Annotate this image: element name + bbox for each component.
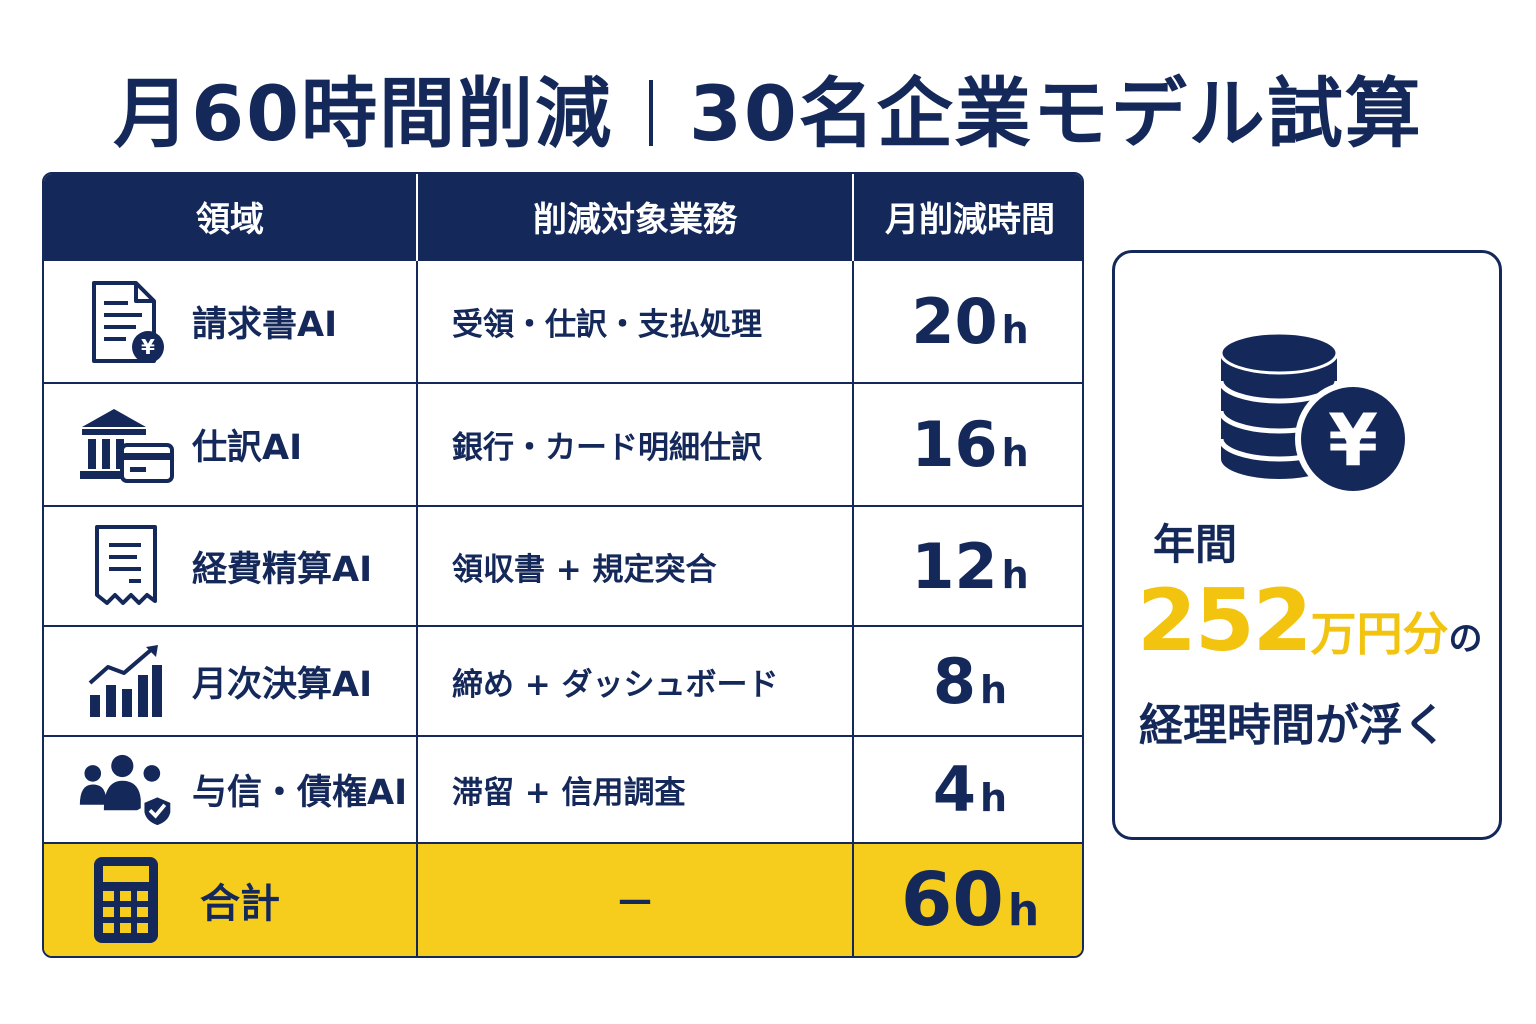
hours-cell: 12 h — [852, 505, 1082, 627]
table-row: 経費精算AI 領収書 + 規定突合 12 h — [44, 505, 1082, 627]
hours-unit: h — [1001, 431, 1029, 475]
hours-unit: h — [980, 776, 1008, 820]
total-hours-cell: 60h — [852, 842, 1082, 956]
title-right: 30名企業モデル試算 — [689, 69, 1423, 158]
table-header-row: 領域 削減対象業務 月削減時間 — [44, 174, 1082, 260]
invoice-yen-icon: ¥ — [78, 276, 174, 368]
amount-unit: 万円分 — [1310, 607, 1449, 661]
page-title: 月60時間削減 30名企業モデル試算 — [0, 52, 1536, 162]
annual-savings-box: ¥ 年間 252万円分の 経理時間が浮く — [1112, 250, 1502, 840]
hours-value: 8 — [932, 644, 977, 718]
total-row: 合計 — 60h — [44, 842, 1082, 956]
coins-yen-icon: ¥ — [1218, 331, 1411, 497]
area-cell: ¥ 請求書AI — [44, 259, 418, 384]
area-cell: 月次決算AI — [44, 625, 418, 737]
table-row: 仕訳AI 銀行・カード明細仕訳 16 h — [44, 382, 1082, 507]
area-label: 経費精算AI — [192, 549, 373, 590]
bank-card-icon — [78, 399, 174, 491]
header-task: 削減対象業務 — [417, 174, 854, 260]
table-row: ¥ 請求書AI 受領・仕訳・支払処理 20 h — [44, 259, 1082, 384]
hours-unit: h — [980, 667, 1008, 712]
hours-value: 20 — [911, 285, 998, 358]
area-label: 与信・債権AI — [192, 773, 408, 813]
task-cell: 滞留 + 信用調査 — [416, 735, 854, 844]
header-hours: 月削減時間 — [853, 174, 1082, 260]
hours-unit: h — [1001, 552, 1029, 597]
annual-label: 年間 — [1153, 520, 1238, 569]
task-cell: 受領・仕訳・支払処理 — [416, 259, 854, 384]
hours-unit: h — [1001, 308, 1029, 352]
task-cell: 締め + ダッシュボード — [416, 625, 854, 737]
annual-caption: 経理時間が浮く — [1139, 700, 1447, 751]
growth-chart-icon — [78, 635, 174, 727]
amount-particle: の — [1448, 619, 1483, 659]
reduction-table: 領域 削減対象業務 月削減時間 ¥ — [42, 172, 1084, 958]
task-cell: 銀行・カード明細仕訳 — [416, 382, 854, 507]
hours-value: 12 — [911, 529, 998, 603]
total-hours-unit: h — [1007, 885, 1040, 936]
title-separator — [649, 80, 653, 146]
area-label: 請求書AI — [192, 305, 338, 345]
total-hours-value: 60 — [900, 857, 1004, 943]
hours-value: 4 — [932, 753, 977, 826]
header-area: 領域 — [44, 174, 418, 260]
hours-cell: 20 h — [852, 259, 1082, 384]
total-task-cell: — — [416, 842, 854, 956]
annual-amount: 252万円分の — [1137, 571, 1483, 671]
hours-cell: 16 h — [852, 382, 1082, 507]
hours-value: 16 — [911, 408, 998, 481]
area-cell: 経費精算AI — [44, 505, 418, 627]
area-cell: 仕訳AI — [44, 382, 418, 507]
area-cell: 与信・債権AI — [44, 735, 418, 844]
amount-value: 252 — [1137, 571, 1313, 671]
receipt-icon — [78, 520, 174, 612]
calculator-icon — [78, 854, 174, 946]
svg-text:¥: ¥ — [1328, 398, 1378, 482]
task-cell: 領収書 + 規定突合 — [416, 505, 854, 627]
svg-text:¥: ¥ — [141, 335, 155, 359]
area-label: 仕訳AI — [192, 428, 303, 468]
people-shield-icon — [78, 744, 174, 836]
title-left: 月60時間削減 — [113, 69, 613, 158]
area-label: 月次決算AI — [192, 664, 373, 705]
area-cell: 合計 — [44, 842, 418, 956]
total-label: 合計 — [200, 881, 280, 927]
